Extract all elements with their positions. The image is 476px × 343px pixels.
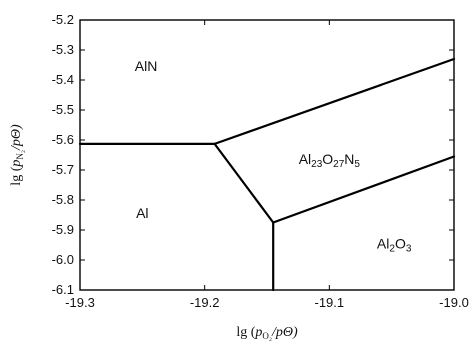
y-tick-label: -5.8 [52, 192, 74, 207]
boundary-al23o27n5-al2o3 [272, 155, 456, 224]
x-tick-label: -19.1 [315, 295, 345, 310]
y-tick-label: -5.7 [52, 162, 74, 177]
plot-frame [79, 19, 455, 291]
region-label-al23o27n5: Al23O27N5 [299, 151, 361, 170]
y-tick-label: -5.5 [52, 102, 74, 117]
y-tick-label: -5.6 [52, 132, 74, 147]
y-axis-title: lg (pN₂/pΘ) [9, 124, 25, 186]
boundary-lines [78, 57, 456, 292]
y-tick-label: -5.4 [52, 72, 74, 87]
tick-group: -19.3 -19.2 -19.1 -19.0 -5.2 -5.3 -5.4 -5.5 -5.6… [52, 12, 469, 310]
y-tick-label: -5.9 [52, 222, 74, 237]
region-label-al2o3: Al2O3 [377, 236, 412, 255]
region-labels: AlN Al23O27N5 Al Al2O3 [135, 58, 412, 255]
x-tick-label: -19.3 [65, 295, 95, 310]
y-tick-label: -6.0 [52, 252, 74, 267]
x-tick-label: -19.2 [190, 295, 220, 310]
boundary-aln-al23o27n5 [213, 57, 456, 145]
y-tick-label: -5.2 [52, 12, 74, 27]
region-label-al: Al [136, 205, 148, 221]
boundary-al-al23o27n5 [213, 142, 275, 224]
y-tick-label: -6.1 [52, 282, 74, 297]
x-tick-label: -19.0 [439, 295, 469, 310]
region-label-aln: AlN [135, 58, 158, 74]
x-axis-title: lg (pO₂/pΘ) [236, 325, 298, 341]
y-tick-label: -5.3 [52, 42, 74, 57]
